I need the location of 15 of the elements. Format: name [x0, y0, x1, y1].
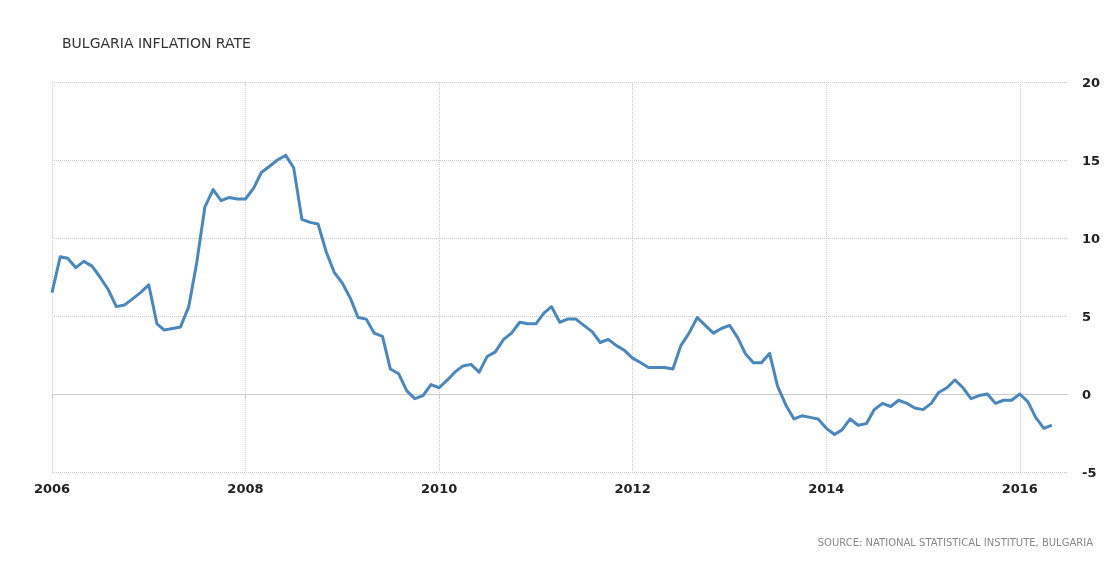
x-tick-label: 2014	[808, 481, 845, 496]
y-tick-label: 10	[1082, 230, 1101, 246]
y-tick-label: 0	[1082, 386, 1092, 402]
y-tick-label: 20	[1082, 74, 1101, 90]
y-tick-label: -5	[1082, 464, 1097, 480]
x-tick-label: 2016	[1001, 481, 1038, 496]
line-series	[50, 153, 1054, 437]
source-note: SOURCE: NATIONAL STATISTICAL INSTITUTE, BULGARIA	[817, 536, 1094, 548]
chart-title: BULGARIA INFLATION RATE	[62, 35, 251, 51]
x-tick-label: 2006	[33, 481, 71, 496]
y-tick-label: 15	[1082, 152, 1101, 168]
x-tick-label: 2008	[227, 481, 264, 496]
x-tick-label: 2012	[614, 481, 651, 496]
x-tick-label: 2010	[421, 481, 458, 496]
y-tick-label: 5	[1082, 308, 1092, 324]
